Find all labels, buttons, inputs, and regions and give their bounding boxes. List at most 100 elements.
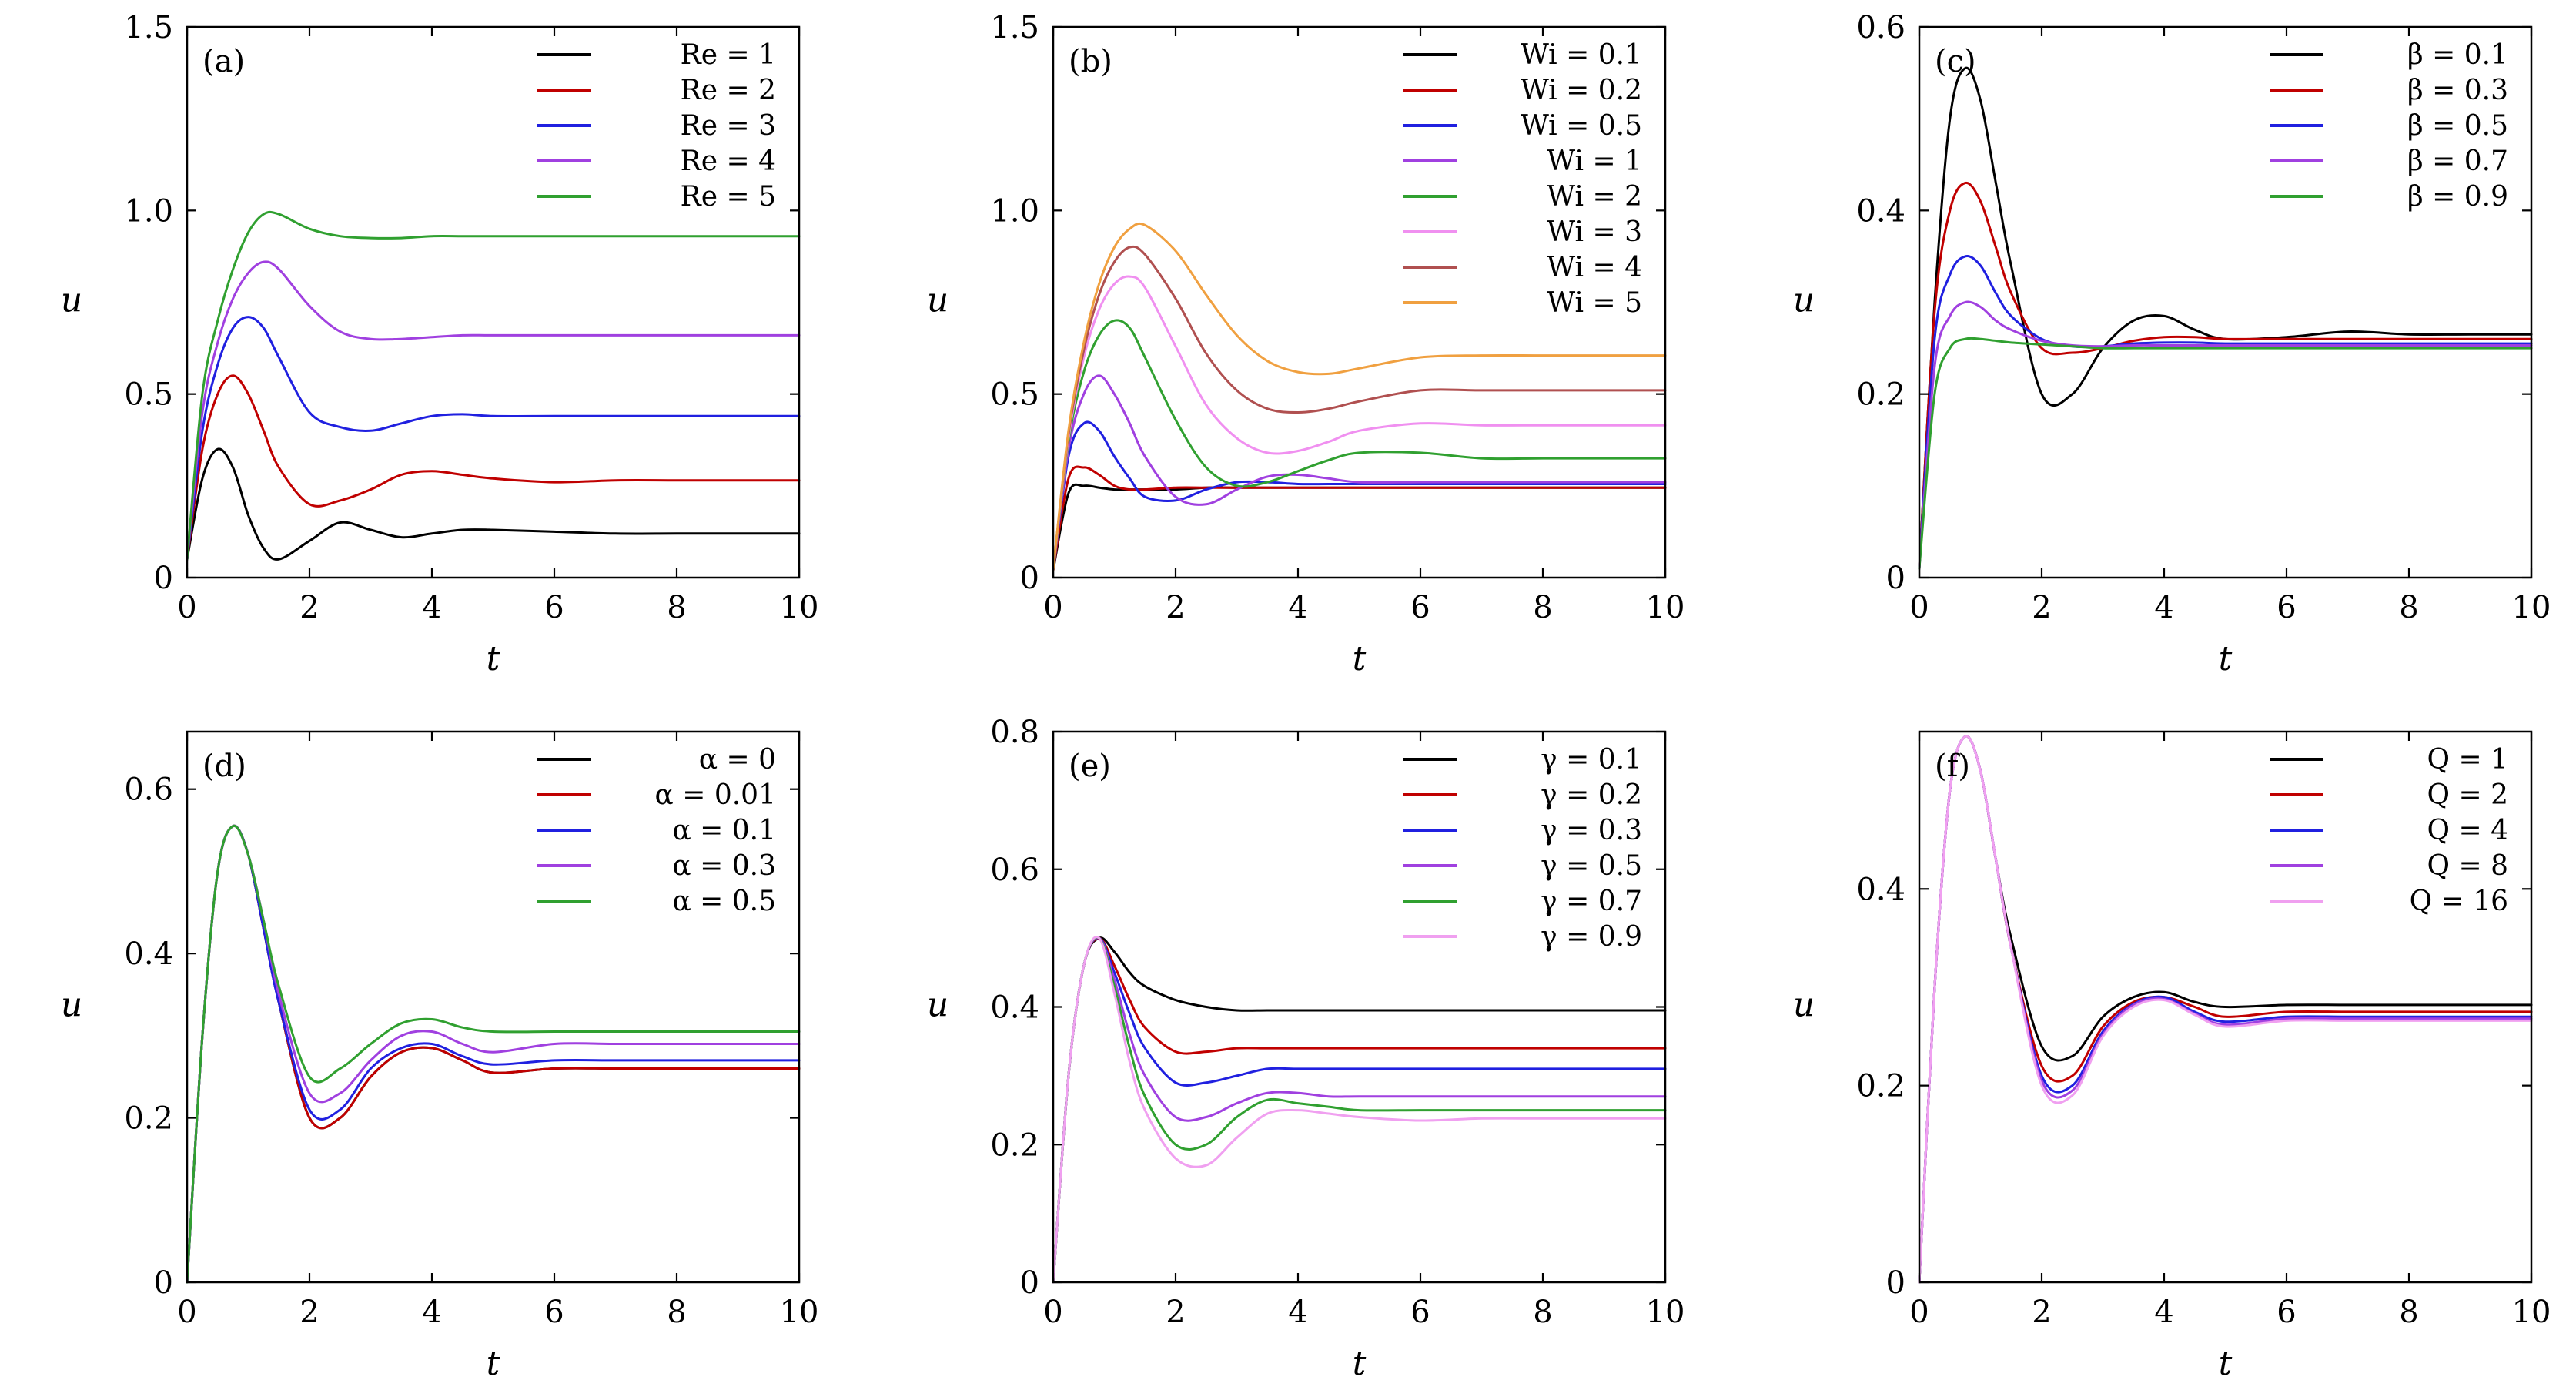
y-tick-label: 0.2 [990, 1127, 1039, 1163]
x-tick-label: 8 [2399, 590, 2418, 625]
series-line-4 [1052, 374, 1667, 571]
x-tick-label: 2 [2032, 1295, 2051, 1330]
y-axis-label: u [61, 281, 82, 320]
panel-tag: (a) [202, 44, 245, 79]
legend-entry: α = 0 [699, 744, 776, 776]
series-line-7 [1052, 245, 1667, 571]
y-tick-label: 0 [154, 561, 173, 596]
y-tick-label: 0 [1020, 1265, 1039, 1301]
legend-entry: β = 0.1 [2407, 39, 2508, 71]
y-tick-label: 0 [154, 1265, 173, 1301]
chart-panel-6: 0 2 4 6 8 10 0 0.2 0.4 t u (f) Q = 1Q = 2 Q = 4 Q = 8 Q… [1793, 730, 2551, 1383]
x-tick-label: 0 [1043, 1295, 1062, 1330]
y-tick-label: 0.8 [990, 715, 1039, 750]
y-tick-label: 0.5 [124, 377, 173, 413]
x-tick-label: 10 [780, 1295, 819, 1330]
x-tick-label: 10 [1646, 1295, 1685, 1330]
x-tick-label: 2 [1166, 1295, 1185, 1330]
series-line-8 [1052, 222, 1667, 571]
legend-entry: Wi = 0.2 [1521, 75, 1642, 106]
y-tick-label: 1.0 [124, 193, 173, 229]
y-tick-label: 0.2 [124, 1101, 173, 1137]
chart-panel-1: 0 2 4 6 8 10 0 0.5 1.0 1.5 t u (a) Re = 1 Re = 2 Re = 3… [61, 10, 819, 678]
panel-tag: (b) [1069, 44, 1112, 79]
x-tick-label: 4 [1288, 590, 1307, 625]
series-line-5 [1918, 337, 2533, 570]
x-tick-label: 6 [2277, 1295, 2296, 1330]
y-tick-label: 0.2 [1856, 1069, 1905, 1104]
legend-entry: Wi = 5 [1547, 287, 1642, 319]
x-tick-label: 10 [780, 590, 819, 625]
legend-entry: β = 0.7 [2407, 146, 2508, 177]
legend-entry: Re = 3 [681, 110, 776, 142]
x-axis-label: t [487, 1344, 500, 1383]
x-tick-label: 4 [422, 1295, 441, 1330]
legend-entry: α = 0.01 [654, 779, 776, 811]
y-tick-label: 0 [1886, 561, 1905, 596]
plot-frame [186, 730, 801, 1284]
legend-entry: Q = 1 [2427, 744, 2508, 776]
y-tick-label: 0.4 [990, 990, 1039, 1026]
series-line-3 [1052, 420, 1667, 571]
legend-entry: Q = 4 [2427, 815, 2508, 846]
legend-entry: Wi = 0.5 [1521, 110, 1642, 142]
legend-entry: Wi = 1 [1547, 146, 1642, 177]
x-tick-label: 2 [299, 590, 319, 625]
x-tick-label: 8 [667, 590, 686, 625]
series-line-3 [186, 316, 801, 561]
plot-frame [1052, 25, 1667, 579]
legend-entry: α = 0.5 [672, 886, 776, 917]
x-tick-label: 0 [1043, 590, 1062, 625]
legend-entry: Q = 8 [2427, 850, 2508, 882]
x-axis-label: t [487, 639, 500, 678]
series-line-5 [186, 210, 801, 561]
x-tick-label: 10 [1646, 590, 1685, 625]
x-tick-label: 6 [2277, 590, 2296, 625]
x-tick-label: 4 [1288, 1295, 1307, 1330]
plot-frame [1918, 25, 2533, 579]
plot-frame [186, 25, 801, 579]
chart-panel-2: 0 2 4 6 8 10 0 0.5 1.0 1.5 t u (b) Wi = 0.1 Wi = 0.2 Wi… [927, 10, 1685, 678]
legend-entry: β = 0.3 [2407, 75, 2508, 106]
legend-entry: α = 0.1 [672, 815, 776, 846]
legend-entry: Wi = 2 [1547, 181, 1642, 213]
legend-entry: Wi = 4 [1547, 252, 1642, 283]
x-tick-label: 6 [544, 1295, 564, 1330]
y-axis-label: u [1793, 281, 1815, 320]
y-tick-label: 0.6 [1856, 10, 1905, 45]
legend-entry: Q = 2 [2427, 779, 2508, 811]
panel-tag: (d) [202, 749, 246, 784]
series-line-6 [1052, 936, 1667, 1284]
legend-entry: γ = 0.2 [1541, 779, 1642, 811]
x-tick-label: 0 [177, 1295, 196, 1330]
y-axis-label: u [1793, 986, 1815, 1025]
panel-tag: (e) [1069, 749, 1111, 784]
x-tick-label: 0 [1909, 590, 1929, 625]
y-axis-label: u [927, 986, 948, 1025]
y-tick-label: 0.5 [990, 377, 1039, 413]
x-axis-label: t [2219, 1344, 2233, 1383]
series-line-1 [186, 447, 801, 561]
legend-entry: β = 0.9 [2407, 181, 2508, 213]
y-tick-label: 0.6 [990, 853, 1039, 888]
x-tick-label: 0 [1909, 1295, 1929, 1330]
y-axis-label: u [927, 281, 948, 320]
legend-entry: Wi = 3 [1547, 216, 1642, 248]
plot-frame [1918, 730, 2533, 1284]
x-tick-label: 6 [1410, 1295, 1430, 1330]
legend-entry: γ = 0.3 [1541, 815, 1642, 846]
legend-entry: Q = 16 [2410, 886, 2508, 917]
series-line-4 [186, 260, 801, 561]
y-tick-label: 0.4 [124, 936, 173, 972]
x-tick-label: 6 [544, 590, 564, 625]
x-axis-label: t [1353, 639, 1367, 678]
panel-tag: (c) [1935, 44, 1976, 79]
series-line-4 [1918, 300, 2533, 570]
x-tick-label: 2 [299, 1295, 319, 1330]
x-tick-label: 2 [2032, 590, 2051, 625]
y-tick-label: 0 [1020, 561, 1039, 596]
legend-entry: α = 0.3 [672, 850, 776, 882]
series-line-2 [1052, 465, 1667, 571]
x-tick-label: 8 [1533, 1295, 1552, 1330]
y-axis-label: u [61, 986, 82, 1025]
